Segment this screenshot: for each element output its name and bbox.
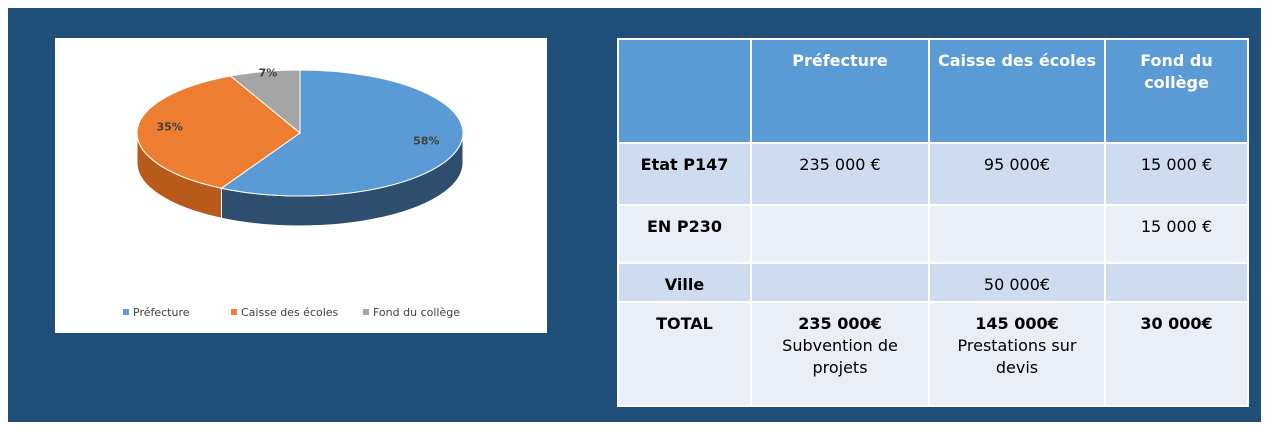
legend-swatch: [231, 309, 237, 315]
table-row: TOTAL 235 000€ Subvention de projets 145 00…: [617, 301, 1249, 407]
corner-cell: [617, 38, 752, 144]
slide: 58% 35% 7% Préfecture Caisse des écoles Fond …: [8, 8, 1261, 422]
total-note: Prestations sur devis: [957, 336, 1077, 377]
column-header: Fond du collège: [1104, 38, 1249, 144]
column-header: Caisse des écoles: [928, 38, 1106, 144]
total-amount: 235 000€: [798, 314, 882, 333]
empty-cell: [750, 262, 930, 303]
total-note: Subvention de projets: [782, 336, 898, 377]
data-label: 7%: [259, 67, 278, 80]
total-amount: 30 000€: [1140, 314, 1213, 333]
empty-cell: [750, 204, 930, 264]
empty-cell: [928, 204, 1106, 264]
chart-area: 58% 35% 7% Préfecture Caisse des écoles Fond …: [55, 38, 547, 333]
table-row: Ville 50 000€: [617, 262, 1249, 303]
row-label: Ville: [617, 262, 752, 303]
table-cell: 145 000€ Prestations sur devis: [928, 301, 1106, 407]
column-header: Préfecture: [750, 38, 930, 144]
legend-swatch: [363, 309, 369, 315]
legend-label: Préfecture: [133, 306, 190, 319]
table-cell: 235 000 €: [750, 142, 930, 206]
row-label: Etat P147: [617, 142, 752, 206]
row-label: EN P230: [617, 204, 752, 264]
table-row: EN P230 15 000 €: [617, 204, 1249, 264]
slice: [136, 75, 301, 189]
table-cell: 15 000 €: [1104, 204, 1249, 264]
slice: [229, 69, 301, 135]
legend-label: Caisse des écoles: [241, 306, 339, 319]
total-amount: 145 000€: [975, 314, 1059, 333]
header-row: Préfecture Caisse des écoles Fond du collè…: [617, 38, 1249, 144]
table-row: Etat P147 235 000 €95 000€ 15 000 €: [617, 142, 1249, 206]
chart: 58% 35% 7% Préfecture Caisse des écoles Fond …: [123, 67, 464, 319]
empty-cell: [1104, 262, 1249, 303]
table-cell: 95 000€: [928, 142, 1106, 206]
table-cell: 30 000€: [1104, 301, 1249, 407]
table-cell: 15 000 €: [1104, 142, 1249, 206]
slice: [220, 69, 464, 197]
data-label: 58%: [413, 135, 439, 148]
row-label: TOTAL: [617, 301, 752, 407]
legend-label: Fond du collège: [373, 306, 460, 319]
data-label: 35%: [156, 120, 182, 133]
table: Préfecture Caisse des écoles Fond du collè…: [617, 38, 1249, 407]
table-cell: 235 000€ Subvention de projets: [750, 301, 930, 407]
table-cell: 50 000€: [928, 262, 1106, 303]
legend-swatch: [123, 309, 129, 315]
